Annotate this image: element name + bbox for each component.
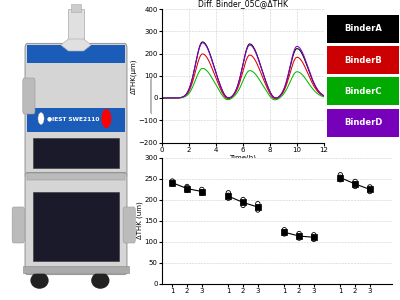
FancyBboxPatch shape	[150, 78, 163, 114]
Point	[337, 177, 344, 182]
Bar	[27, 108, 125, 132]
Polygon shape	[61, 39, 91, 51]
Bar	[27, 172, 125, 180]
Point	[255, 201, 261, 206]
Point	[199, 189, 205, 194]
Point	[281, 227, 288, 232]
FancyBboxPatch shape	[25, 172, 127, 274]
Point	[169, 180, 176, 185]
Bar	[23, 266, 129, 273]
Point	[352, 184, 358, 189]
Point	[199, 187, 205, 192]
Point	[352, 179, 358, 184]
Point	[169, 182, 176, 186]
Point	[337, 175, 344, 180]
Point	[311, 235, 317, 240]
Point	[199, 189, 205, 194]
FancyBboxPatch shape	[12, 207, 24, 243]
Text: BinderC: BinderC	[344, 87, 382, 96]
Point	[255, 205, 261, 209]
Point	[281, 230, 288, 234]
Point	[225, 194, 232, 199]
Bar	[34, 192, 118, 261]
Point	[255, 205, 261, 209]
Point	[296, 234, 302, 239]
Point	[367, 189, 373, 194]
Point	[311, 237, 317, 242]
Circle shape	[102, 109, 111, 128]
Bar	[27, 45, 125, 63]
Point	[169, 180, 176, 185]
Bar	[328, 46, 398, 74]
FancyBboxPatch shape	[25, 44, 127, 178]
Point	[337, 175, 344, 180]
X-axis label: Time(h): Time(h)	[230, 154, 256, 161]
Text: BinderD: BinderD	[344, 118, 382, 127]
Point	[281, 230, 288, 235]
Point	[367, 187, 373, 192]
Point	[225, 193, 232, 198]
Point	[352, 182, 358, 186]
Bar	[328, 15, 398, 43]
Point	[199, 191, 205, 196]
Point	[240, 200, 246, 205]
Point	[225, 190, 232, 195]
Title: Diff. Binder_05C@ΔTHK: Diff. Binder_05C@ΔTHK	[198, 0, 288, 8]
Point	[337, 172, 344, 177]
Point	[184, 186, 190, 191]
Bar	[68, 9, 84, 45]
Point	[184, 185, 190, 190]
Bar	[72, 4, 80, 12]
Point	[184, 184, 190, 189]
Point	[240, 203, 246, 208]
Point	[311, 235, 317, 240]
Point	[296, 231, 302, 236]
Point	[352, 182, 358, 186]
Point	[296, 234, 302, 239]
Y-axis label: ΔTHK(μm): ΔTHK(μm)	[130, 58, 137, 94]
Y-axis label: ΔTHK (um): ΔTHK (um)	[136, 202, 143, 239]
Point	[225, 196, 232, 201]
Point	[184, 188, 190, 193]
Text: BinderA: BinderA	[344, 24, 382, 33]
Circle shape	[38, 112, 44, 124]
FancyBboxPatch shape	[23, 78, 35, 114]
FancyBboxPatch shape	[123, 207, 135, 243]
Bar	[34, 138, 118, 168]
Text: BinderB: BinderB	[344, 56, 382, 64]
Bar	[328, 77, 398, 106]
Bar	[328, 109, 398, 137]
Point	[367, 184, 373, 189]
Point	[240, 197, 246, 202]
Point	[296, 236, 302, 241]
Point	[255, 208, 261, 212]
Point	[311, 232, 317, 237]
Ellipse shape	[91, 272, 110, 289]
Point	[281, 232, 288, 236]
Text: ●IEST SWE2110: ●IEST SWE2110	[47, 117, 100, 122]
Point	[367, 187, 373, 192]
Point	[169, 178, 176, 183]
Point	[240, 200, 246, 205]
Ellipse shape	[30, 272, 49, 289]
